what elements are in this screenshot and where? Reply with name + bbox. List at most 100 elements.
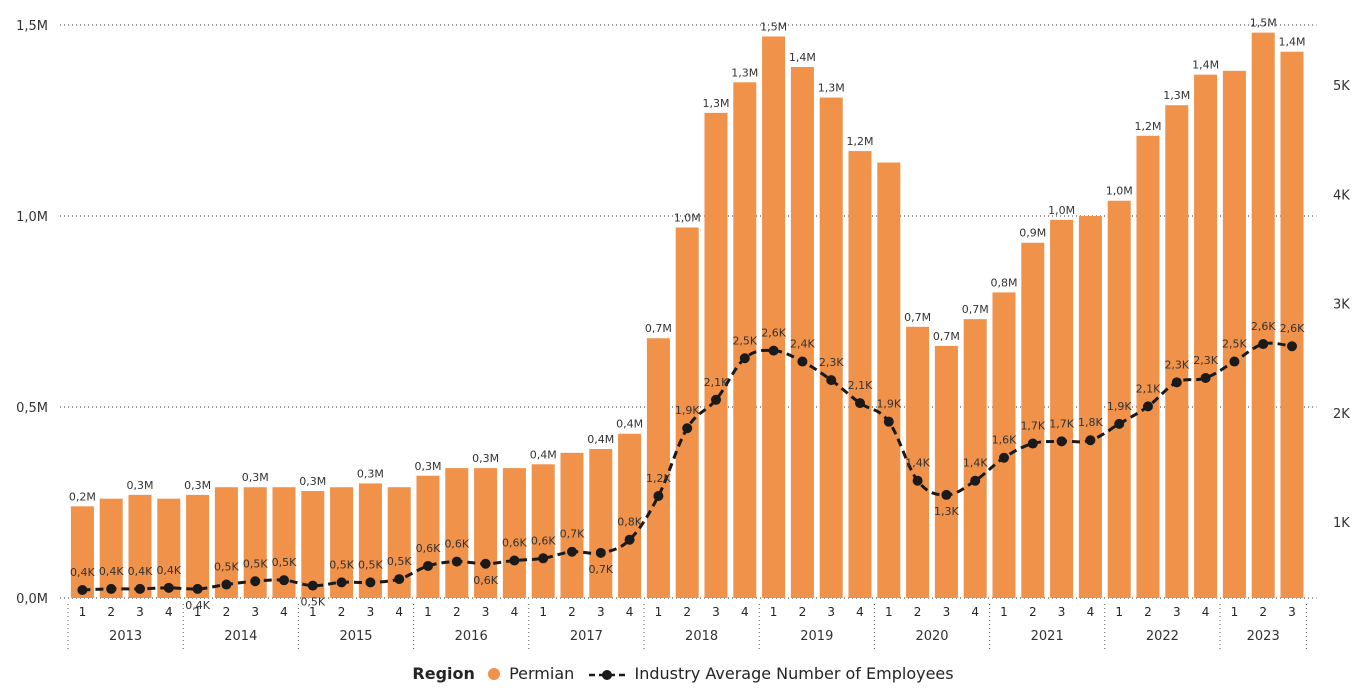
employees-point bbox=[595, 547, 606, 558]
year-tick-label: 2023 bbox=[1247, 629, 1280, 644]
bar bbox=[992, 292, 1016, 598]
quarter-tick-label: 2 bbox=[223, 605, 231, 619]
line-data-label: 0,5K bbox=[329, 558, 354, 571]
employees-point bbox=[768, 345, 779, 356]
employees-point bbox=[509, 555, 520, 566]
line-data-label: 0,7K bbox=[560, 528, 585, 541]
quarter-tick-label: 3 bbox=[482, 605, 490, 619]
legend-bar-marker-icon bbox=[487, 668, 500, 680]
quarter-tick-label: 2 bbox=[914, 605, 922, 619]
bar bbox=[963, 319, 987, 598]
year-tick-label: 2015 bbox=[339, 629, 372, 644]
quarter-tick-label: 4 bbox=[165, 605, 173, 619]
bar bbox=[618, 433, 642, 598]
quarter-tick-label: 2 bbox=[453, 605, 461, 619]
quarter-tick-label: 1 bbox=[885, 605, 893, 619]
legend-bar-label[interactable]: Permian bbox=[509, 664, 575, 683]
employees-point bbox=[250, 576, 261, 587]
bar bbox=[128, 494, 152, 598]
employees-point bbox=[192, 583, 203, 594]
employees-point bbox=[365, 577, 376, 588]
employees-point bbox=[221, 579, 232, 590]
year-tick-label: 2014 bbox=[224, 629, 257, 644]
employees-point bbox=[912, 475, 923, 486]
quarter-tick-label: 2 bbox=[107, 605, 115, 619]
employees-point bbox=[1287, 341, 1297, 352]
employees-point bbox=[163, 582, 174, 593]
quarter-tick-label: 3 bbox=[136, 605, 144, 619]
y-left-tick-label: 1,5M bbox=[16, 19, 48, 34]
quarter-tick-label: 3 bbox=[712, 605, 720, 619]
employees-point bbox=[883, 416, 894, 427]
line-data-label: 0,6K bbox=[502, 536, 527, 549]
bar bbox=[99, 498, 123, 598]
quarter-tick-label: 4 bbox=[1202, 605, 1210, 619]
line-data-label: 1,8K bbox=[1078, 416, 1103, 429]
quarter-tick-label: 4 bbox=[856, 605, 864, 619]
employees-point bbox=[999, 452, 1009, 463]
employees-point bbox=[1143, 401, 1153, 412]
year-tick-label: 2018 bbox=[685, 629, 718, 644]
line-data-label: 1,9K bbox=[675, 404, 700, 417]
bar-data-label: 1,4M bbox=[1279, 36, 1306, 49]
line-data-label: 0,6K bbox=[416, 542, 441, 555]
line-data-label: 1,9K bbox=[1107, 400, 1132, 413]
quarter-tick-label: 2 bbox=[1259, 605, 1267, 619]
bar-data-label: 0,9M bbox=[1019, 227, 1046, 240]
employees-point bbox=[711, 394, 721, 405]
quarter-tick-label: 1 bbox=[655, 605, 663, 619]
line-data-label: 2,1K bbox=[704, 376, 729, 389]
line-data-label: 0,5K bbox=[243, 557, 268, 570]
line-data-label: 0,4K bbox=[156, 564, 181, 577]
employees-point bbox=[480, 558, 491, 569]
employees-point bbox=[624, 534, 635, 545]
bar-data-label: 1,4M bbox=[789, 51, 816, 64]
chart-legend: Region Permian Industry Average Number o… bbox=[0, 664, 1366, 683]
bar-data-label: 0,3M bbox=[299, 475, 326, 488]
bar-data-label: 0,3M bbox=[242, 471, 269, 484]
line-data-label: 0,4K bbox=[128, 565, 153, 578]
line-data-label: 0,6K bbox=[531, 534, 556, 547]
quarter-tick-label: 3 bbox=[1288, 605, 1296, 619]
legend-line-marker-icon bbox=[589, 669, 626, 680]
employees-point bbox=[567, 546, 577, 557]
line-data-label: 1,4K bbox=[905, 457, 930, 470]
employees-point bbox=[653, 490, 664, 501]
bar-data-label: 0,3M bbox=[415, 460, 442, 473]
quarter-tick-label: 4 bbox=[741, 605, 749, 619]
employees-point bbox=[826, 375, 837, 386]
bar-data-label: 1,5M bbox=[760, 20, 787, 33]
quarter-tick-label: 4 bbox=[971, 605, 979, 619]
bar bbox=[1165, 105, 1189, 598]
employees-point bbox=[423, 560, 433, 571]
quarter-tick-label: 4 bbox=[626, 605, 634, 619]
quarter-tick-label: 1 bbox=[539, 605, 547, 619]
line-data-label: 0,7K bbox=[588, 563, 613, 576]
line-data-label: 2,1K bbox=[848, 379, 873, 392]
y-left-tick-label: 0,0M bbox=[16, 592, 48, 607]
bar-data-label: 1,3M bbox=[731, 66, 758, 79]
quarter-tick-label: 1 bbox=[309, 605, 317, 619]
quarter-tick-label: 1 bbox=[79, 605, 87, 619]
quarter-tick-label: 2 bbox=[568, 605, 576, 619]
line-data-label: 1,9K bbox=[876, 398, 901, 411]
line-data-label: 2,5K bbox=[732, 334, 757, 347]
legend-line-label[interactable]: Industry Average Number of Employees bbox=[634, 664, 954, 683]
bar bbox=[1194, 74, 1218, 598]
y-left-tick-label: 0,5M bbox=[16, 401, 48, 416]
bar bbox=[1078, 216, 1102, 598]
bar bbox=[531, 464, 555, 598]
employees-point bbox=[307, 580, 318, 591]
quarter-tick-label: 3 bbox=[367, 605, 375, 619]
bar bbox=[243, 487, 267, 598]
bar bbox=[502, 468, 526, 598]
bar-data-label: 1,2M bbox=[1135, 120, 1162, 133]
quarter-tick-label: 2 bbox=[1029, 605, 1037, 619]
bar-data-label: 0,3M bbox=[127, 479, 154, 492]
employees-point bbox=[1056, 436, 1067, 447]
bar bbox=[646, 338, 670, 598]
employees-point bbox=[135, 583, 145, 594]
bar bbox=[358, 483, 382, 598]
bar bbox=[330, 487, 354, 598]
bar bbox=[906, 326, 930, 598]
